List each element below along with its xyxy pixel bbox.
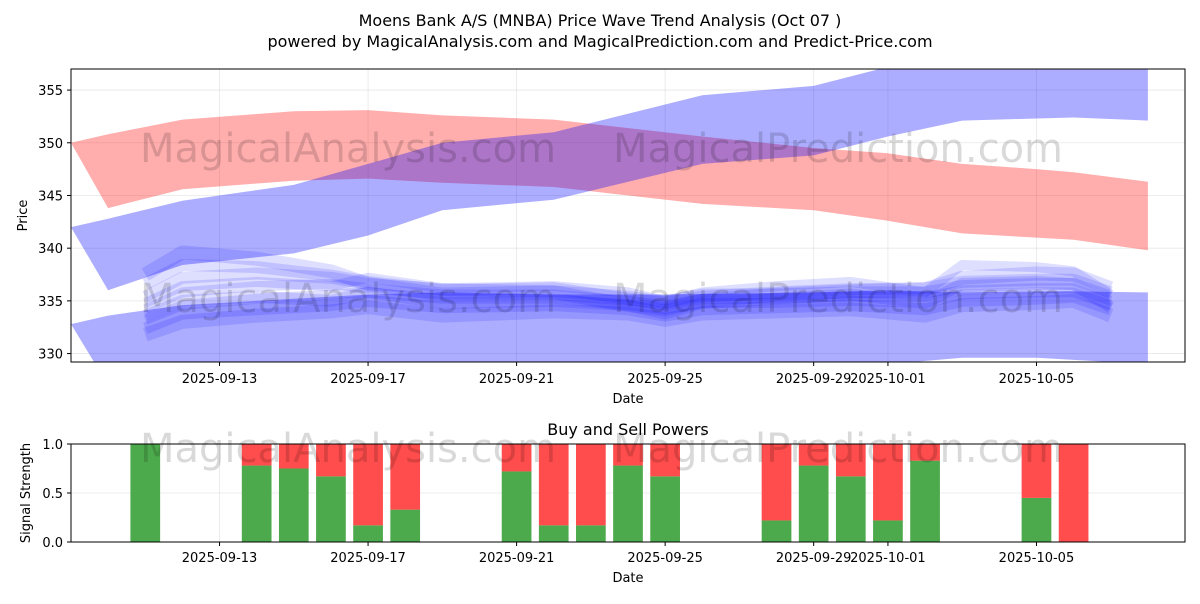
watermark: MagicalAnalysis.com [140, 426, 556, 472]
sell-bar [353, 444, 383, 526]
y-tick-label: 335 [38, 295, 63, 310]
short-wave-1 [141, 245, 1114, 317]
watermark: MagicalPrediction.com [613, 276, 1063, 322]
chart-title: Moens Bank A/S (MNBA) Price Wave Trend A… [359, 11, 842, 30]
sell-bar [538, 444, 569, 526]
watermark: MagicalPrediction.com [613, 426, 1063, 472]
x-tick-label: 2025-09-29 [776, 372, 852, 387]
buy-bar [1021, 497, 1052, 542]
power-y-tick-label: 1.0 [42, 438, 63, 453]
band-blue-lower-wave [71, 290, 1148, 362]
buy-bar [650, 476, 680, 542]
power-x-tick-label: 2025-09-17 [330, 551, 406, 566]
short-wave-6 [143, 290, 1113, 334]
buy-bar [501, 471, 532, 542]
x-tick-label: 2025-10-05 [999, 372, 1075, 387]
y-tick-label: 350 [38, 137, 63, 152]
buy-bar [613, 465, 643, 542]
x-tick-label: 2025-10-01 [850, 372, 926, 387]
y-tick-label: 330 [38, 348, 63, 363]
band-red-long-wave [71, 110, 1148, 251]
buy-bar [910, 460, 940, 542]
power-x-tick-label: 2025-09-25 [627, 551, 703, 566]
power-title: Buy and Sell Powers [547, 420, 709, 439]
buy-bar [130, 444, 161, 542]
buy-bar [353, 525, 383, 542]
price-plot-area [71, 69, 1148, 362]
sell-bar [576, 444, 606, 526]
power-x-tick-label: 2025-09-21 [479, 551, 555, 566]
x-axis-label: Date [612, 392, 643, 407]
price-panel: MagicalAnalysis.com MagicalPrediction.com… [16, 68, 1186, 407]
buy-bar [576, 525, 606, 542]
x-tick-label: 2025-09-17 [330, 372, 406, 387]
buy-bar [873, 520, 903, 542]
x-tick-label: 2025-09-25 [627, 372, 703, 387]
band-blue-long-wave [71, 69, 1148, 291]
chart-subtitle: powered by MagicalAnalysis.com and Magic… [267, 32, 932, 51]
watermark: MagicalAnalysis.com [140, 126, 556, 172]
short-wave-3 [142, 267, 1113, 308]
sell-bar [910, 444, 940, 461]
short-wave-8 [143, 260, 1114, 308]
sell-bar [501, 444, 532, 472]
watermark: MagicalAnalysis.com [140, 276, 556, 322]
power-y-axis-label: Signal Strength [19, 443, 34, 543]
x-tick-label: 2025-09-21 [479, 372, 555, 387]
buy-bar [241, 465, 272, 542]
sell-bar [613, 444, 643, 466]
sell-bar [835, 444, 866, 477]
short-wave-5 [143, 287, 1113, 325]
power-x-tick-label: 2025-10-01 [850, 551, 926, 566]
power-x-tick-label: 2025-09-29 [776, 551, 852, 566]
watermark: MagicalPrediction.com [613, 126, 1063, 172]
short-wave-4 [143, 279, 1113, 314]
sell-bar [873, 444, 903, 521]
buy-bar [798, 465, 829, 542]
short-wave-7 [143, 293, 1114, 342]
sell-bar [390, 444, 421, 510]
buy-bar [316, 476, 346, 542]
sell-bar [316, 444, 346, 477]
sell-bar [241, 444, 272, 466]
sell-bar [761, 444, 792, 521]
short-wave-9 [143, 275, 1114, 322]
buy-bar [278, 468, 309, 542]
sell-bar [650, 444, 680, 477]
y-axis-label: Price [16, 200, 31, 232]
sell-bar [798, 444, 829, 466]
y-tick-label: 340 [38, 242, 63, 257]
buy-bar [390, 509, 421, 542]
sell-bar [1058, 444, 1089, 542]
y-tick-label: 355 [38, 84, 63, 99]
power-y-tick-label: 0.0 [42, 536, 63, 551]
power-x-axis-label: Date [612, 571, 643, 586]
sell-bar [278, 444, 309, 469]
power-y-tick-label: 0.5 [42, 487, 63, 502]
sell-bar [1021, 444, 1052, 498]
buy-bar [835, 476, 866, 542]
power-x-tick-label: 2025-09-13 [182, 551, 258, 566]
buy-bar [538, 525, 569, 542]
short-wave-2 [142, 259, 1113, 309]
y-tick-label: 345 [38, 189, 63, 204]
price-frame [70, 68, 1186, 363]
power-x-tick-label: 2025-10-05 [999, 551, 1075, 566]
buy-bar [761, 520, 792, 542]
x-tick-label: 2025-09-13 [182, 372, 258, 387]
